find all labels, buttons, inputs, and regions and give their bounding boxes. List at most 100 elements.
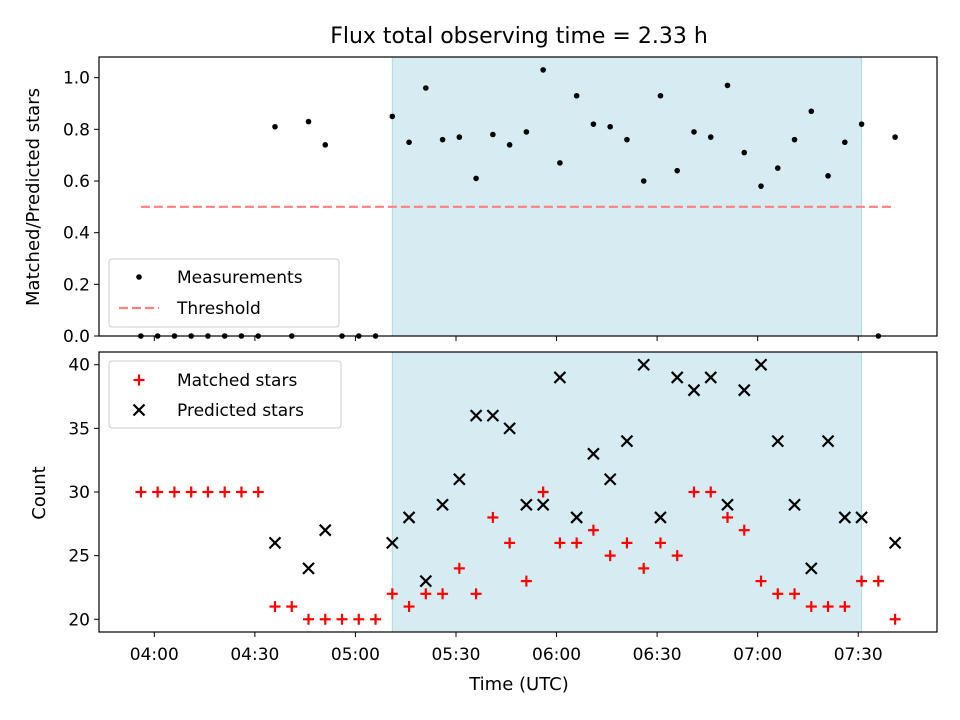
measurement-point: [808, 108, 815, 115]
predicted-star-point: [469, 409, 483, 422]
measurement-point: [272, 123, 278, 130]
predicted-star-point: [302, 562, 315, 575]
measurement-point: [456, 134, 463, 140]
measurement-point: [892, 134, 898, 140]
measurement-point: [540, 67, 546, 73]
predicted-star-point: [670, 371, 684, 384]
cross-b: [821, 434, 835, 448]
matched-star-point: [621, 537, 633, 549]
matched-star-point: [168, 486, 180, 498]
predicted-star-point: [754, 358, 768, 372]
predicted-star-point: [687, 383, 701, 397]
cross-b: [520, 498, 533, 512]
matched-star-point: [135, 486, 147, 498]
measurement-point: [590, 121, 597, 127]
matched-star-point: [202, 486, 214, 498]
predicted-star-point: [888, 536, 902, 550]
y-tick-label: 35: [68, 419, 90, 439]
cross-b: [318, 523, 332, 537]
matched-star-point: [705, 486, 717, 498]
cross-b: [888, 536, 902, 550]
top-y-axis-label: Matched/Predicted stars: [23, 88, 44, 306]
predicted-star-point: [402, 511, 416, 524]
matched-star-point: [772, 588, 784, 600]
measurement-point: [607, 123, 613, 130]
matched-star-point: [403, 601, 415, 613]
y-tick-label: 20: [68, 610, 90, 630]
cross-b: [788, 498, 801, 512]
measurement-point: [573, 92, 580, 99]
predicted-star-point: [553, 371, 567, 384]
matched-star-point: [152, 486, 164, 498]
bottom-panel: 20 25 30 35 40 04:00 04:30 05:00 05:30 06:00 06:30…: [68, 351, 938, 665]
top-legend: Measurements Threshold: [108, 258, 340, 328]
matched-star-point: [370, 613, 382, 625]
predicted-star-point: [788, 498, 801, 512]
matched-star-point: [805, 601, 817, 613]
predicted-star-point: [536, 498, 550, 512]
y-tick-label: 30: [68, 483, 90, 503]
predicted-star-point: [737, 383, 751, 397]
predicted-star-point: [520, 498, 533, 512]
bottom-y-axis-label: Count: [29, 466, 50, 519]
matched-star-point: [554, 537, 566, 549]
matched-star-point: [604, 550, 616, 562]
predicted-star-point: [419, 574, 433, 588]
measurement-point: [707, 134, 714, 140]
matched-star-point: [520, 575, 532, 587]
cross-b: [132, 403, 146, 417]
matched-star-point: [269, 601, 281, 613]
matched-star-point: [219, 486, 231, 498]
measurement-point: [439, 136, 446, 143]
cross-b: [570, 511, 583, 524]
legend-matched-label: Matched stars: [177, 371, 297, 391]
legend-threshold-label: Threshold: [176, 299, 261, 319]
predicted-star-point: [486, 409, 500, 422]
legend-box: [108, 258, 340, 328]
x-tick-label: 06:00: [532, 645, 581, 665]
measurement-point: [640, 178, 647, 184]
cross-b: [553, 371, 567, 384]
measurement-point: [791, 136, 798, 143]
measurement-point: [842, 139, 848, 146]
predicted-star-point: [453, 472, 466, 486]
shaded-interval: [391, 56, 863, 337]
matched-star-point: [587, 524, 599, 536]
matched-star-point: [872, 575, 884, 587]
matched-star-point: [822, 601, 834, 613]
matched-star-point: [789, 588, 801, 600]
matched-star-point: [638, 562, 650, 574]
cross-b: [805, 562, 818, 575]
matched-star-point: [856, 575, 868, 587]
cross-b: [587, 447, 600, 461]
measurement-point: [724, 82, 731, 89]
y-tick-label: 40: [68, 356, 90, 376]
matched-star-point: [319, 613, 331, 625]
predicted-star-point: [654, 511, 667, 524]
y-tick-label: 0.8: [63, 120, 90, 140]
matched-star-point: [286, 601, 298, 613]
x-axis-label: Time (UTC): [468, 674, 569, 695]
matched-star-point: [738, 524, 750, 536]
y-tick-label: 25: [68, 547, 90, 567]
matched-star-point: [571, 537, 583, 549]
legend-matched-marker: [133, 374, 145, 386]
cross-b: [503, 422, 516, 435]
y-tick-label: 1.0: [63, 69, 90, 89]
x-tick-label: 04:30: [230, 645, 279, 665]
matched-star-point: [437, 588, 449, 600]
x-tick-label: 05:00: [331, 645, 380, 665]
cross-b: [855, 511, 868, 524]
measurement-point: [322, 142, 329, 148]
cross-b: [536, 498, 550, 512]
cross-b: [637, 358, 650, 372]
cross-b: [687, 383, 701, 397]
predicted-star-point: [821, 434, 835, 448]
measurement-point: [557, 160, 563, 166]
cross-b: [771, 434, 785, 448]
top-panel: 0.0 0.2 0.4 0.6 0.8 1.0 Measurements Threshold: [63, 56, 938, 347]
x-tick-label: 05:30: [431, 645, 480, 665]
cross-b: [469, 409, 483, 422]
matched-star-point: [235, 486, 247, 498]
